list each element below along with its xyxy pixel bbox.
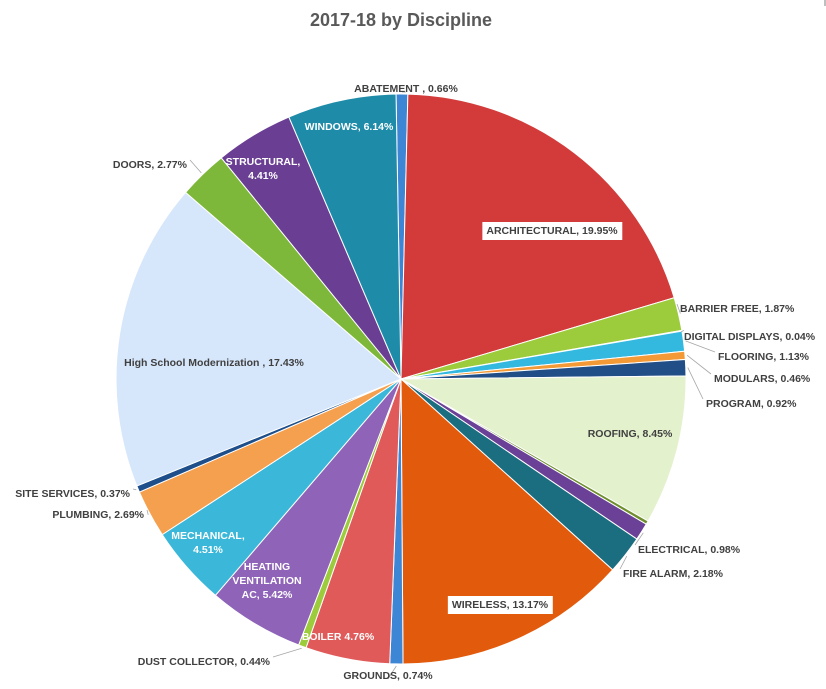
chart-title: 2017-18 by Discipline [309, 10, 493, 30]
pie-slice-high-school-modernization-19 [115, 191, 402, 487]
data-label-flooring: FLOORING, 1.13% [718, 351, 810, 363]
data-label-box-wireless [447, 596, 553, 614]
data-label-mechanical: MECHANICAL, 4.51% [171, 530, 245, 556]
frame-edge [824, 0, 826, 6]
data-label-grounds: GROUNDS, 0.74% [343, 670, 433, 682]
data-label-box-architectural [482, 222, 623, 240]
leader-line-barrier-free [676, 303, 681, 314]
data-label-fire-alarm: FIRE ALARM, 2.18% [623, 568, 724, 580]
data-label-dust-collector: DUST COLLECTOR, 0.44% [138, 656, 271, 668]
leader-line-dust-collector [272, 647, 302, 658]
leader-line-fire-alarm [619, 555, 628, 570]
data-label-heating-ventilation-ac: HEATING VENTILATION AC, 5.42% [232, 561, 301, 601]
data-label-roofing: ROOFING, 8.45% [588, 428, 673, 440]
data-label-plumbing: PLUMBING, 2.69% [52, 509, 144, 521]
leader-line-flooring [685, 340, 716, 353]
leader-line-modulars [686, 354, 712, 375]
pie-slice-wireless-11 [400, 377, 614, 665]
data-label-architectural: ARCHITECTURAL, 19.95% [486, 225, 618, 237]
data-label-structural: STRUCTURAL, 4.41% [226, 156, 301, 182]
data-label-high-school-modernization: High School Modernization , 17.43% [124, 357, 304, 369]
data-label-site-services: SITE SERVICES, 0.37% [15, 488, 130, 500]
data-label-windows: WINDOWS, 6.14% [305, 121, 394, 133]
data-label-barrier-free: BARRIER FREE, 1.87% [680, 303, 795, 315]
leader-line-plumbing [146, 509, 149, 515]
data-label-abatement: ABATEMENT , 0.66% [354, 83, 458, 95]
pie-slice-windows-22 [288, 93, 402, 380]
data-label-modulars: MODULARS, 0.46% [714, 373, 811, 385]
leader-line-doors [189, 159, 202, 174]
leader-line-electrical [634, 532, 644, 546]
data-label-electrical: ELECTRICAL, 0.98% [638, 544, 741, 556]
data-label-program: PROGRAM, 0.92% [706, 398, 797, 410]
data-label-wireless: WIRELESS, 13.17% [452, 599, 549, 611]
pie-slice-roofing-7 [399, 375, 687, 522]
data-label-doors: DOORS, 2.77% [113, 159, 188, 171]
data-label-digital-displays: DIGITAL DISPLAYS, 0.04% [684, 331, 816, 343]
leader-line-site-services [132, 488, 137, 491]
leader-line-grounds [387, 665, 397, 680]
leader-line-program [687, 367, 704, 400]
leader-line-digital-displays [680, 330, 685, 333]
data-label-boiler: BOILER 4.76% [302, 631, 375, 643]
